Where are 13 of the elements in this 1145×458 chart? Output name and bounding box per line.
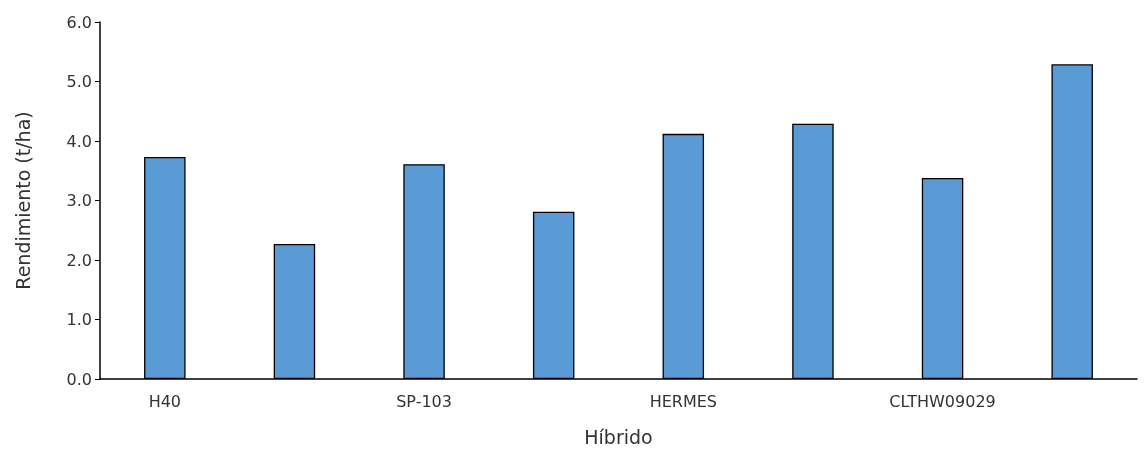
y-tick-label: 6.0 (66, 12, 92, 32)
y-tick-label: 1.0 (66, 310, 92, 329)
x-tick-label: HERMES (649, 391, 717, 411)
y-tick-label: 2.0 (66, 250, 92, 270)
x-tick-label: SP-103 (396, 391, 452, 411)
x-axis-title: Híbrido (584, 425, 653, 448)
y-tick-label: 3.0 (66, 191, 92, 210)
y-tick-label: 4.0 (66, 131, 92, 151)
x-tick-label: CLTHW09029 (889, 391, 996, 411)
x-tick-label: H40 (148, 391, 182, 411)
y-axis-title: Rendimiento (t/ha) (11, 111, 34, 290)
y-tick-label: 0.0 (66, 369, 92, 389)
y-tick-label: 5.0 (66, 72, 92, 91)
